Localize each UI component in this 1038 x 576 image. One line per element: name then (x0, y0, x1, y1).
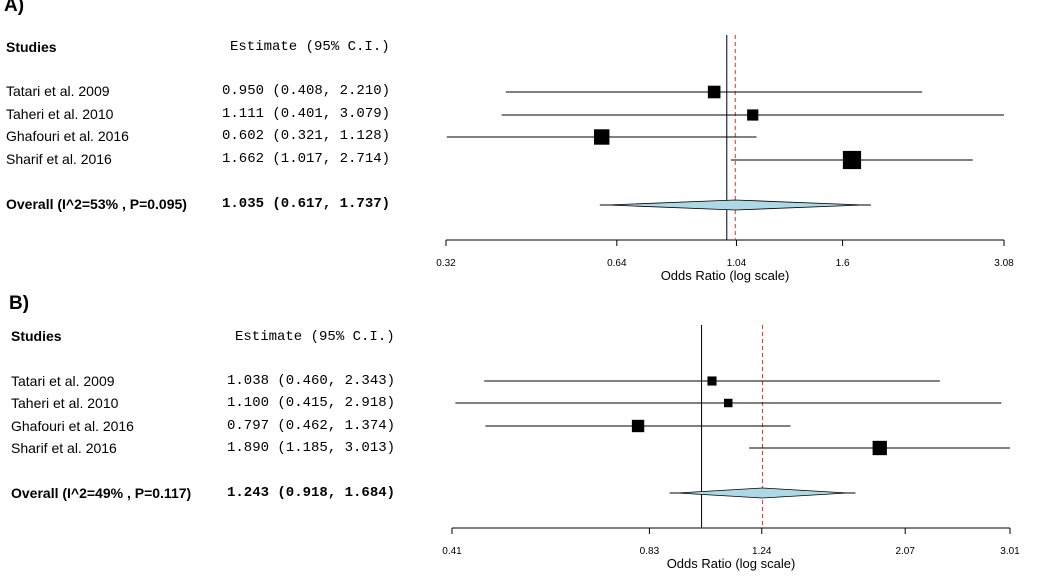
study-estimate: 1.890 (1.185, 3.013) (227, 440, 396, 456)
study-point-square (724, 398, 733, 408)
study-estimate: 1.100 (0.415, 2.918) (227, 395, 396, 411)
overall-name: Overall (I^2=53% , P=0.095) (6, 196, 187, 212)
panel-label: A) (4, 0, 25, 16)
forest-plot-a: 0.32 0.64 1.04 1.6 3.08 Odds Ratio (log scale… (436, 35, 1014, 283)
x-tick-label: 1.24 (752, 546, 772, 557)
estimate-header: Estimate (95% C.I.) (235, 329, 395, 345)
study-estimate: 0.602 (0.321, 1.128) (222, 128, 391, 144)
x-tick-label: 0.32 (436, 258, 456, 269)
study-name: Taheri et al. 2010 (6, 106, 114, 122)
study-row: Taheri et al. 2010 1.100 (0.415, 2.918) (0, 395, 430, 415)
study-estimate: 1.038 (0.460, 2.343) (227, 373, 396, 389)
study-point-square (747, 109, 759, 121)
study-name: Sharif et al. 2016 (6, 151, 112, 167)
x-axis-label: Odds Ratio (log scale) (661, 268, 790, 283)
studies-header: Studies (11, 328, 62, 344)
study-row: Ghafouri et al. 2016 0.602 (0.321, 1.128… (0, 128, 430, 148)
x-tick-label: 1.04 (727, 258, 747, 269)
forest-panel-b: B) Studies Estimate (95% C.I.) Tatari et… (0, 288, 1038, 576)
x-tick-label: 0.41 (442, 546, 462, 557)
forest-plot-b: 0.41 0.83 1.24 2.07 3.01 Odds Ratio (log scal… (442, 325, 1020, 571)
study-estimate: 1.662 (1.017, 2.714) (222, 151, 391, 167)
study-row: Sharif et al. 2016 1.662 (1.017, 2.714) (0, 151, 430, 171)
study-estimate: 0.950 (0.408, 2.210) (222, 83, 391, 99)
x-tick-label: 1.6 (836, 258, 850, 269)
overall-diamond (607, 199, 863, 211)
x-axis-label: Odds Ratio (log scale) (667, 556, 796, 571)
studies-header: Studies (6, 39, 57, 55)
overall-name: Overall (I^2=49% , P=0.117) (11, 485, 192, 501)
study-name: Tatari et al. 2009 (11, 373, 115, 389)
study-row: Ghafouri et al. 2016 0.797 (0.462, 1.374… (0, 418, 430, 438)
overall-diamond (677, 487, 848, 499)
x-tick-label: 0.64 (607, 258, 627, 269)
x-tick-label: 0.83 (640, 546, 660, 557)
panel-label: B) (9, 293, 30, 314)
study-point-square (842, 150, 862, 170)
study-row: Tatari et al. 2009 1.038 (0.460, 2.343) (0, 373, 430, 393)
study-row: Sharif et al. 2016 1.890 (1.185, 3.013) (0, 440, 430, 460)
study-point-square (707, 376, 717, 386)
study-name: Ghafouri et al. 2016 (6, 128, 129, 144)
overall-estimate: 1.035 (0.617, 1.737) (222, 196, 391, 212)
study-row: Tatari et al. 2009 0.950 (0.408, 2.210) (0, 83, 430, 103)
study-name: Ghafouri et al. 2016 (11, 418, 134, 434)
overall-row: Overall (I^2=53% , P=0.095) 1.035 (0.617… (0, 196, 440, 216)
forest-panel-a: A) Studies Estimate (95% C.I.) Tatari et… (0, 0, 1014, 283)
study-name: Tatari et al. 2009 (6, 83, 110, 99)
study-point-square (707, 85, 721, 99)
x-tick-label: 3.01 (1000, 546, 1020, 557)
study-name: Taheri et al. 2010 (11, 395, 119, 411)
study-point-square (872, 440, 887, 456)
study-estimate: 1.111 (0.401, 3.079) (222, 106, 391, 122)
study-point-square (631, 419, 645, 433)
overall-estimate: 1.243 (0.918, 1.684) (227, 485, 396, 501)
overall-row: Overall (I^2=49% , P=0.117) 1.243 (0.918… (0, 485, 440, 505)
estimate-header: Estimate (95% C.I.) (230, 39, 390, 55)
x-tick-label: 3.08 (994, 258, 1014, 269)
study-point-square (594, 129, 610, 145)
x-tick-label: 2.07 (895, 546, 915, 557)
study-row: Taheri et al. 2010 1.111 (0.401, 3.079) (0, 106, 430, 126)
study-estimate: 0.797 (0.462, 1.374) (227, 418, 396, 434)
study-name: Sharif et al. 2016 (11, 440, 117, 456)
